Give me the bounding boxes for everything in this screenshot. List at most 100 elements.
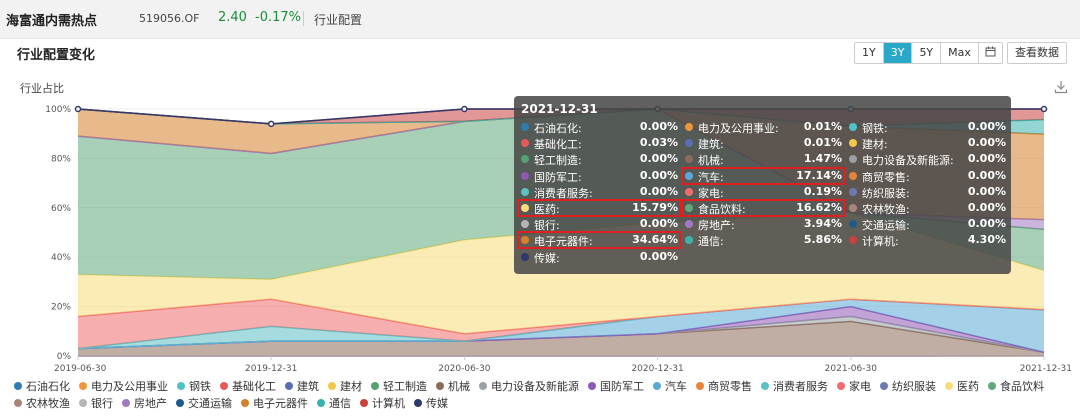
legend-label: 建筑 — [297, 379, 319, 393]
legend-item[interactable]: 汽车 — [653, 378, 687, 394]
legend-label: 电力及公用事业 — [91, 379, 168, 393]
download-icon[interactable] — [1054, 79, 1068, 98]
legend-dot — [79, 398, 87, 407]
tooltip-series-dot — [521, 204, 529, 212]
legend-item[interactable]: 电力设备及新能源 — [479, 378, 579, 394]
legend-item[interactable]: 建材 — [328, 378, 362, 394]
tooltip-series-value: 15.79% — [632, 201, 678, 214]
tooltip-series-name: 医药: — [534, 203, 560, 216]
area-series — [78, 299, 1044, 353]
tooltip-item: 交通运输: 0.00% — [848, 217, 1012, 232]
range-5y-button[interactable]: 5Y — [912, 43, 942, 63]
tooltip-item: 纺织服装: 0.00% — [848, 184, 1012, 200]
legend-item[interactable]: 电子元器件 — [241, 395, 308, 411]
legend-label: 机械 — [448, 379, 470, 393]
legend-item[interactable]: 家电 — [837, 378, 871, 394]
legend-item[interactable]: 房地产 — [122, 395, 167, 411]
panel-title: 行业配置变化 — [17, 48, 96, 63]
legend-item[interactable]: 石油石化 — [14, 378, 70, 394]
legend-dot — [285, 381, 293, 390]
legend-item[interactable]: 建筑 — [285, 378, 319, 394]
tooltip-item: 银行: 0.00% — [520, 217, 684, 232]
legend-dot — [653, 381, 661, 390]
range-3y-button[interactable]: 3Y — [883, 43, 913, 63]
tooltip-series-dot — [685, 171, 693, 180]
legend-label: 房地产 — [134, 396, 167, 410]
legend-dot — [837, 381, 845, 390]
legend-item[interactable]: 机械 — [436, 378, 470, 394]
legend-dot — [122, 398, 130, 407]
tooltip-series-value: 3.94% — [803, 217, 842, 231]
legend-label: 消费者服务 — [773, 379, 828, 393]
tooltip-series-value: 0.00% — [967, 136, 1006, 150]
tooltip-item: 国防军工: 0.00% — [520, 169, 684, 184]
legend-item[interactable]: 计算机 — [360, 395, 405, 411]
tooltip-series-name: 机械: — [698, 154, 724, 168]
tooltip-series-dot — [521, 187, 529, 196]
tooltip-series-dot — [685, 139, 693, 148]
tooltip-series-value: 0.00% — [639, 120, 678, 133]
legend-item[interactable]: 电力及公用事业 — [79, 378, 168, 394]
y-tick-label: 60% — [51, 204, 71, 214]
tooltip-item: 医药: 15.79% — [520, 201, 684, 216]
legend-label: 汽车 — [665, 379, 687, 393]
legend-dot — [588, 381, 596, 390]
legend-label: 电力设备及新能源 — [491, 379, 579, 393]
legend-label: 轻工制造 — [383, 379, 427, 393]
tooltip-series-name: 通信: — [698, 235, 724, 249]
legend-dot — [220, 381, 228, 390]
legend-dot — [79, 381, 87, 390]
legend-item[interactable]: 银行 — [79, 395, 113, 411]
tooltip-series-dot — [849, 139, 857, 148]
data-point[interactable] — [267, 120, 275, 128]
tooltip-item: 轻工制造: 0.00% — [520, 152, 684, 167]
y-tick-label: 0% — [57, 352, 72, 362]
legend-item[interactable]: 交通运输 — [176, 395, 232, 411]
legend-item[interactable]: 传媒 — [414, 395, 448, 411]
legend-item[interactable]: 钢铁 — [177, 378, 211, 394]
tooltip-series-name: 建筑: — [698, 138, 724, 152]
tooltip-item: 钢铁: 0.00% — [848, 120, 1012, 135]
legend-dot — [988, 381, 996, 390]
tooltip-series-name: 农林牧渔: — [862, 203, 910, 216]
legend-item[interactable]: 农林牧渔 — [14, 395, 70, 411]
tooltip-series-dot — [849, 171, 857, 180]
data-point[interactable] — [1040, 105, 1048, 113]
tooltip-item: 建筑: 0.01% — [684, 136, 848, 152]
tooltip-series-value: 16.62% — [796, 201, 842, 214]
legend-dot — [696, 381, 704, 390]
tooltip-series-name: 计算机: — [862, 235, 899, 249]
legend-item[interactable]: 纺织服装 — [880, 378, 936, 394]
legend-item[interactable]: 消费者服务 — [761, 378, 828, 394]
legend-label: 农林牧渔 — [26, 396, 70, 410]
data-point[interactable] — [461, 105, 468, 113]
range-1y-button[interactable]: 1Y — [855, 43, 884, 63]
tooltip-series-dot — [521, 220, 529, 229]
legend-item[interactable]: 基础化工 — [220, 378, 276, 394]
y-tick-label: 80% — [51, 154, 71, 164]
legend-item[interactable]: 商贸零售 — [696, 378, 752, 394]
legend-dot — [360, 398, 368, 407]
tooltip-item: 食品饮料: 16.62% — [684, 201, 848, 216]
legend-item[interactable]: 国防军工 — [588, 378, 644, 394]
calendar-icon[interactable] — [978, 43, 1002, 63]
legend-item[interactable]: 通信 — [317, 395, 351, 411]
tooltip-item: 家电: 0.19% — [684, 185, 848, 200]
view-data-button[interactable]: 查看数据 — [1007, 42, 1067, 64]
legend-item[interactable]: 轻工制造 — [371, 378, 427, 394]
chart-tooltip: 2021-12-31 石油石化: 0.00% 电力及公用事业: 0.01% 钢铁: 0.0… — [514, 96, 1011, 274]
y-tick-label: 40% — [51, 253, 71, 263]
tab-industry-allocation[interactable]: 行业配置 — [314, 13, 363, 27]
legend-item[interactable]: 食品饮料 — [988, 378, 1044, 394]
tooltip-series-dot — [685, 123, 693, 131]
legend-label: 基础化工 — [232, 379, 276, 393]
area-series — [78, 321, 1044, 356]
data-point[interactable] — [74, 105, 82, 113]
legend-item[interactable]: 医药 — [945, 378, 979, 394]
legend-dot — [945, 381, 953, 390]
tooltip-series-dot — [849, 236, 857, 245]
range-max-button[interactable]: Max — [941, 43, 979, 63]
legend-label: 国防军工 — [600, 379, 644, 393]
tooltip-series-name: 钢铁: — [862, 122, 888, 135]
tooltip-series-value: 0.00% — [967, 184, 1006, 198]
